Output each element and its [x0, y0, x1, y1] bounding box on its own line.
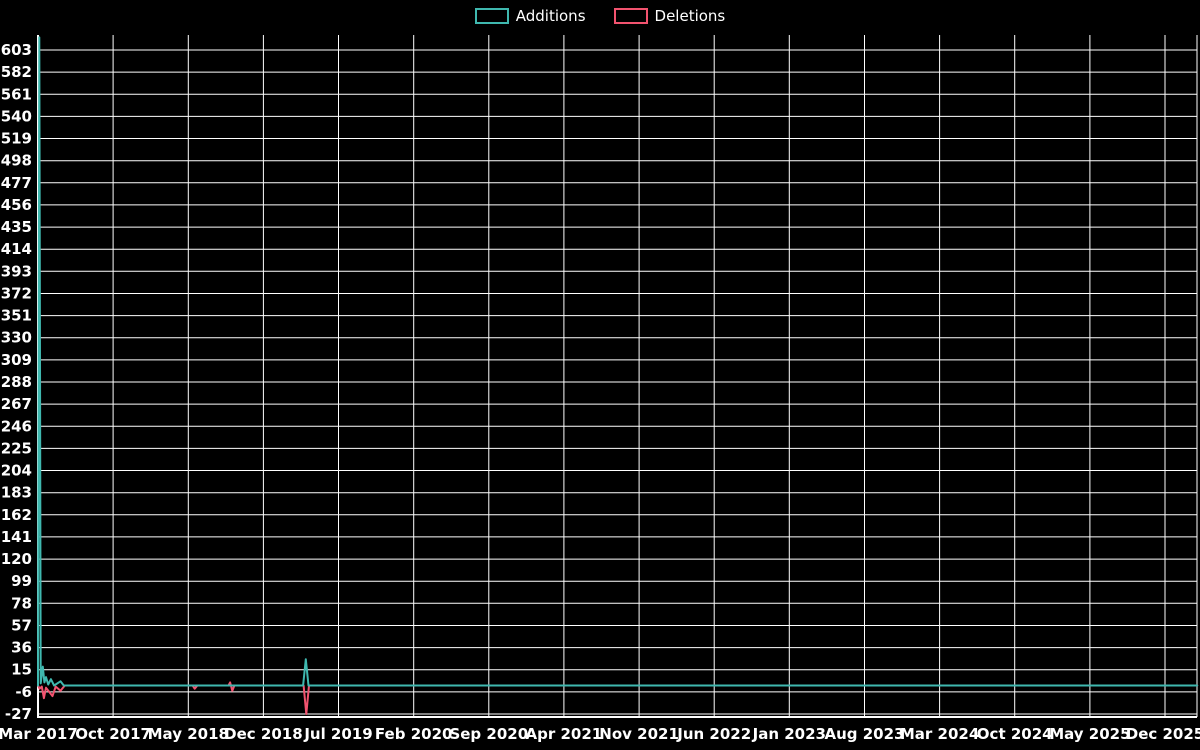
x-tick-label: Feb 2020: [375, 725, 453, 743]
y-tick-label: 330: [1, 329, 32, 347]
y-tick-label: 498: [1, 152, 32, 170]
x-tick-label: Oct 2017: [75, 725, 151, 743]
x-tick-label: Sep 2020: [449, 725, 528, 743]
y-tick-label: 267: [1, 395, 32, 413]
y-tick-label: 414: [1, 240, 32, 258]
legend-label-deletions: Deletions: [654, 7, 726, 25]
additions-line: [37, 36, 1199, 687]
y-tick-label: 183: [1, 484, 32, 502]
x-tick-label: May 2018: [148, 725, 229, 743]
y-tick-label: 351: [1, 307, 32, 325]
y-tick-label: 477: [1, 174, 32, 192]
y-tick-label: 309: [1, 351, 32, 369]
y-tick-label: 393: [1, 262, 32, 280]
y-tick-label: 372: [1, 285, 32, 303]
y-tick-label: 540: [1, 107, 32, 125]
y-tick-label: 15: [11, 661, 32, 679]
y-tick-label: 99: [11, 572, 32, 590]
chart-legend: Additions Deletions: [0, 7, 1200, 25]
x-tick-label: May 2025: [1049, 725, 1130, 743]
legend-swatch-deletions: [613, 8, 648, 24]
y-tick-label: 456: [1, 196, 32, 214]
y-tick-label: 288: [1, 373, 32, 391]
y-tick-label: 582: [1, 63, 32, 81]
x-tick-label: Mar 2024: [900, 725, 979, 743]
y-tick-label: 141: [1, 528, 32, 546]
x-tick-label: Dec 2025: [1126, 725, 1200, 743]
y-tick-label: 435: [1, 218, 32, 236]
legend-item-deletions[interactable]: Deletions: [613, 7, 726, 25]
x-tick-label: Jan 2023: [752, 725, 826, 743]
x-tick-label: Nov 2021: [599, 725, 679, 743]
x-tick-label: Dec 2018: [224, 725, 303, 743]
legend-swatch-additions: [474, 8, 509, 24]
y-tick-label: 246: [1, 417, 32, 435]
x-tick-label: Apr 2021: [526, 725, 603, 743]
y-tick-label: 225: [1, 439, 32, 457]
y-tick-label: 162: [1, 506, 32, 524]
y-tick-label: 78: [11, 594, 32, 612]
x-tick-label: Jul 2019: [303, 725, 372, 743]
y-tick-label: 561: [1, 85, 32, 103]
legend-label-additions: Additions: [515, 7, 586, 25]
legend-item-additions[interactable]: Additions: [474, 7, 586, 25]
x-tick-label: Mar 2017: [0, 725, 78, 743]
y-tick-label: 36: [11, 639, 32, 657]
y-tick-label: 120: [1, 550, 32, 568]
y-tick-label: 57: [11, 617, 32, 635]
x-tick-label: Aug 2023: [825, 725, 905, 743]
x-tick-label: Jun 2022: [676, 725, 751, 743]
deletions-line: [37, 681, 1199, 715]
x-tick-label: Oct 2024: [977, 725, 1053, 743]
y-tick-label: -27: [5, 705, 32, 723]
y-tick-label: 204: [1, 462, 32, 480]
y-tick-label: 519: [1, 130, 32, 148]
y-tick-label: 603: [1, 41, 32, 59]
y-tick-label: -6: [15, 683, 32, 701]
